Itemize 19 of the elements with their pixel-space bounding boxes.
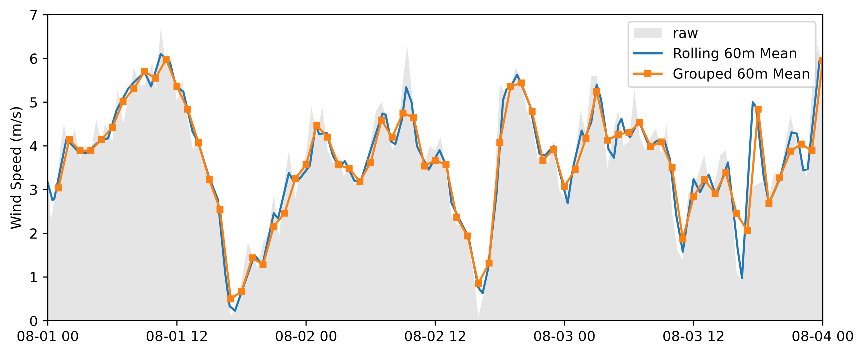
y-tick-label: 1 (30, 272, 37, 283)
x-tick-label: 08-01 00 (18, 330, 78, 342)
x-tick-label: 08-04 00 (792, 330, 854, 342)
y-tick-label: 3 (30, 184, 38, 196)
legend-label: Grouped 60m Mean (674, 68, 810, 82)
y-tick-label: 7 (30, 10, 38, 20)
legend-label: Rolling 60m Mean (674, 48, 796, 62)
y-tick-label: 5 (30, 98, 38, 108)
y-tick-label: 2 (30, 228, 37, 239)
y-tick-label: 4 (30, 141, 38, 152)
x-tick-label: 08-02 00 (276, 330, 337, 342)
y-tick-label: 0 (30, 316, 38, 326)
x-tick-label: 08-02 12 (405, 330, 466, 342)
x-tick-label: 08-03 00 (534, 330, 595, 342)
y-tick-label: 6 (30, 54, 38, 64)
y-axis-title: Wind Speed (m/s) (10, 107, 24, 230)
legend-label: raw (674, 30, 698, 38)
x-tick-label: 08-03 12 (664, 330, 724, 342)
x-tick-label: 08-01 12 (146, 330, 207, 342)
